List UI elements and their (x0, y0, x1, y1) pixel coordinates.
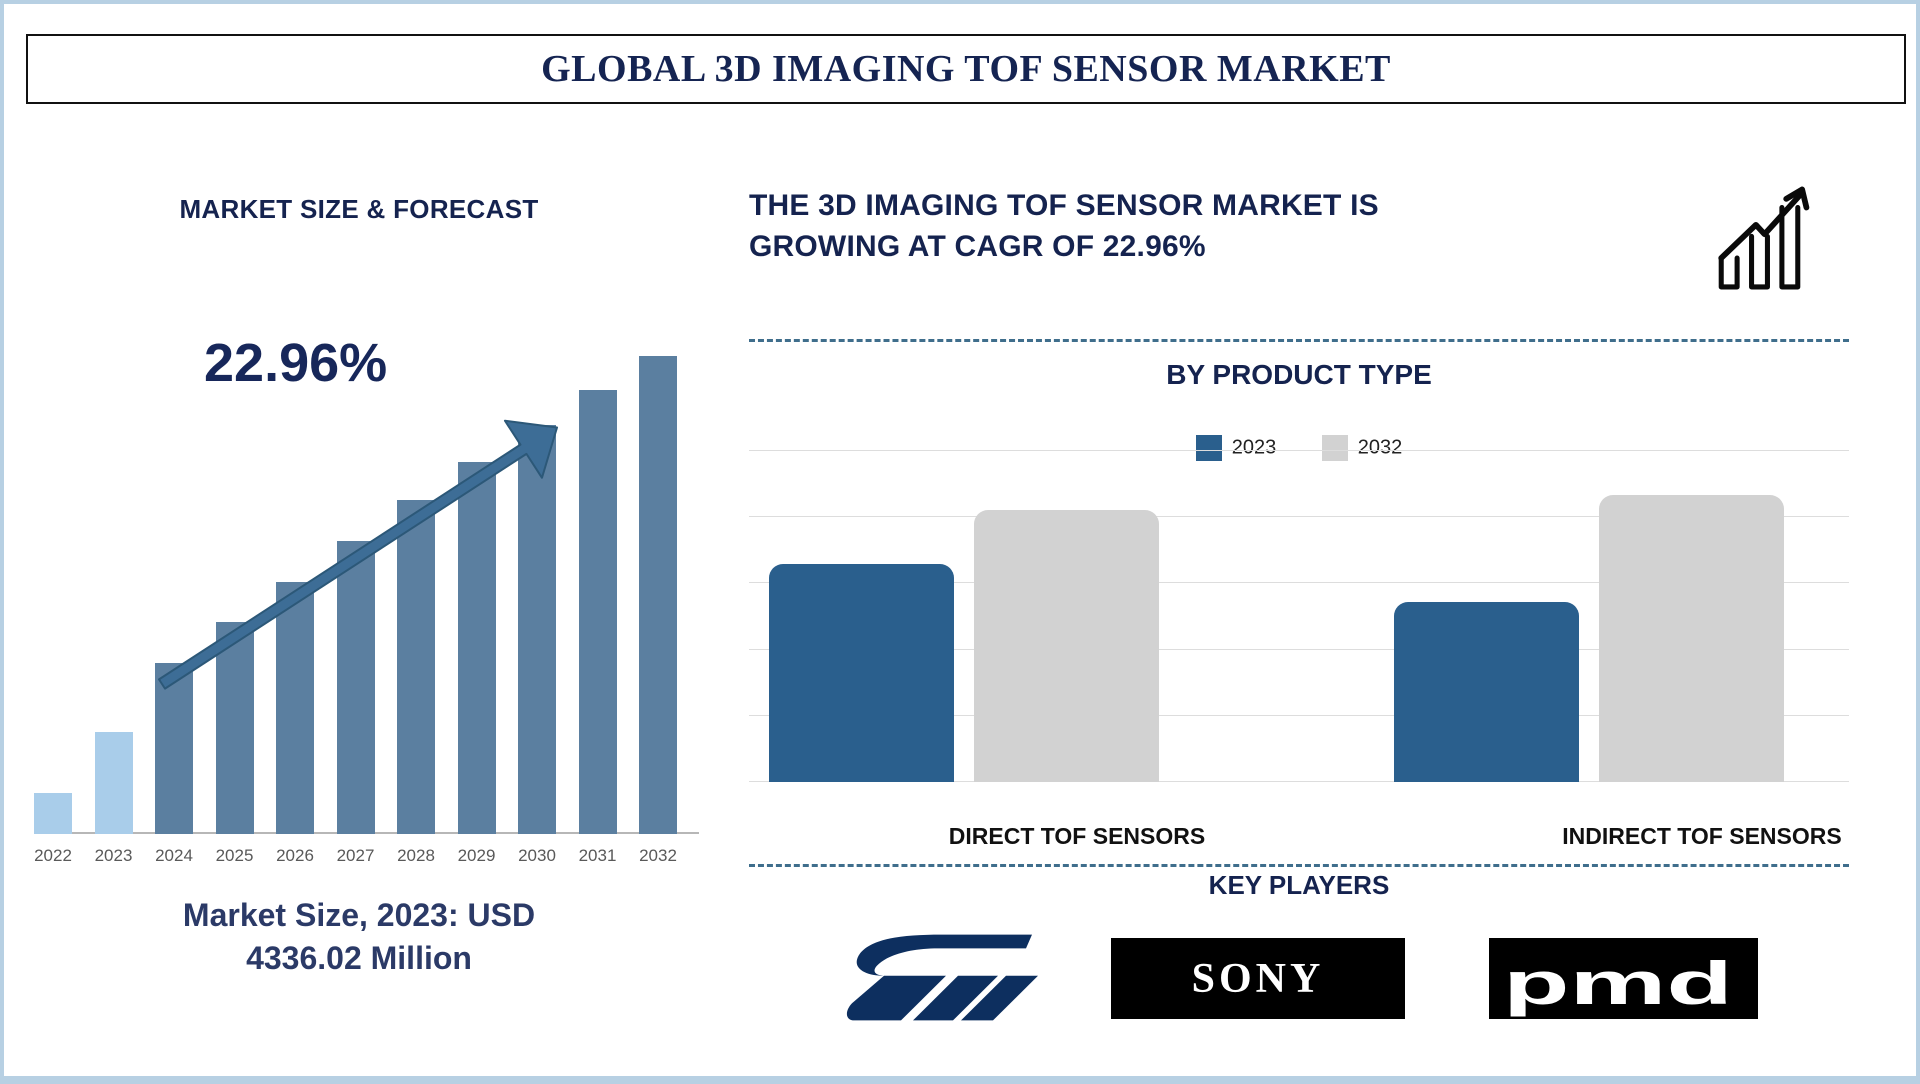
svg-text:pmd: pmd (1503, 950, 1733, 1017)
